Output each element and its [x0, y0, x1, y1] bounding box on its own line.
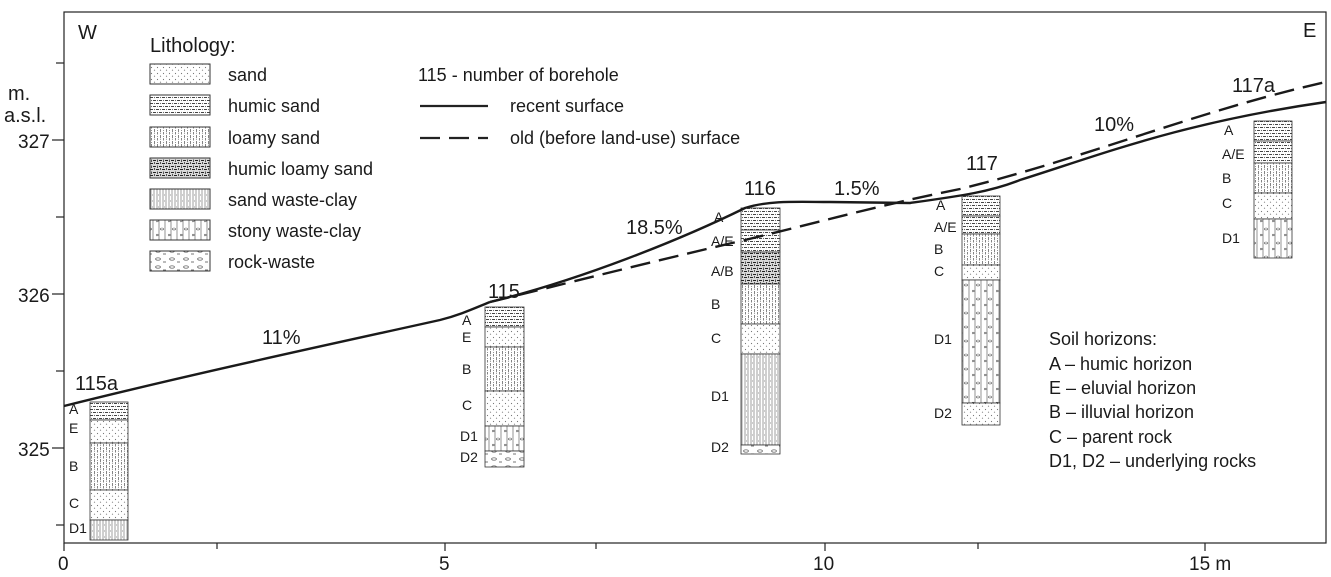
hz-117-B: B: [934, 241, 943, 257]
hz-116-A: A: [714, 209, 724, 225]
swatch-humic-sand: [149, 94, 211, 116]
borehole-label-117: 117: [966, 153, 998, 175]
soil-horizons-title: Soil horizons:: [1049, 329, 1157, 349]
recent-surface-east: [489, 100, 1327, 304]
swatch-loamy-sand: [149, 126, 211, 148]
borehole-117a: 117a A A/E B C D1: [1222, 75, 1293, 259]
hz-115a-D1: D1: [69, 520, 87, 536]
hz-117a-AE: A/E: [1222, 146, 1245, 162]
hz-116-B: B: [711, 296, 720, 312]
legend-humic-sand: humic sand: [228, 96, 320, 116]
soil-horizon-D: D1, D2 – underlying rocks: [1049, 451, 1256, 471]
hz-115a-C: C: [69, 495, 79, 511]
hz-117-A: A: [936, 197, 946, 213]
y-axis-ticks: [52, 62, 64, 526]
east-label: E: [1303, 20, 1316, 42]
y-tick-327: 327: [18, 132, 50, 153]
swatch-sand-waste-clay: [149, 188, 211, 210]
x-tick-5: 5: [439, 554, 450, 572]
hz-117a-D1: D1: [1222, 230, 1240, 246]
hz-116-C: C: [711, 330, 721, 346]
plot-frame: [63, 11, 1327, 544]
legend-sand-waste-clay: sand waste-clay: [228, 190, 357, 210]
west-label: W: [78, 22, 97, 44]
legend-humic-loamy-sand: humic loamy sand: [228, 159, 373, 179]
hz-116-D2: D2: [711, 439, 729, 455]
soil-horizons-legend: Soil horizons: A – humic horizon E – elu…: [1049, 329, 1256, 471]
y-unit-line1: m.: [8, 83, 30, 105]
hz-116-AB: A/B: [711, 263, 734, 279]
swatch-sand: [149, 63, 211, 85]
borehole-115a: 115a A E B C D1: [69, 373, 129, 541]
hz-117a-B: B: [1222, 170, 1231, 186]
y-tick-326: 326: [18, 286, 50, 307]
hz-115-A: A: [462, 312, 472, 328]
legend-sand: sand: [228, 65, 267, 85]
swatch-stony-waste-clay: [149, 219, 211, 241]
old-surface-line: [489, 80, 1327, 304]
borehole-note: 115 - number of borehole: [418, 65, 619, 85]
soil-horizon-B: B – illuvial horizon: [1049, 402, 1194, 422]
hz-116-D1: D1: [711, 388, 729, 404]
slope-10: 10%: [1094, 114, 1134, 136]
hz-115-E: E: [462, 329, 471, 345]
y-unit-line2: a.s.l.: [4, 105, 46, 127]
hz-117-AE: A/E: [934, 219, 957, 235]
swatch-rock-waste: [149, 250, 211, 272]
hz-117-D1: D1: [934, 331, 952, 347]
surface-key: 115 - number of borehole recent surface …: [418, 65, 740, 148]
legend-loamy-sand: loamy sand: [228, 128, 320, 148]
recent-surface-west: [63, 300, 491, 408]
slope-18-5: 18.5%: [626, 217, 683, 239]
x-tick-15: 15 m: [1189, 554, 1231, 572]
hz-115-D2: D2: [460, 449, 478, 465]
y-tick-325: 325: [18, 440, 50, 461]
hz-117a-A: A: [1224, 122, 1234, 138]
x-tick-10: 10: [813, 554, 834, 572]
hz-117-D2: D2: [934, 405, 952, 421]
hz-116-AE: A/E: [711, 233, 734, 249]
hz-115-B: B: [462, 361, 471, 377]
soil-horizon-E: E – eluvial horizon: [1049, 378, 1196, 398]
legend-rock-waste: rock-waste: [228, 252, 315, 272]
hz-115a-B: B: [69, 458, 78, 474]
x-axis-ticks: [63, 543, 1206, 551]
x-tick-0: 0: [58, 554, 69, 572]
hz-117-C: C: [934, 263, 944, 279]
legend-stony-waste-clay: stony waste-clay: [228, 221, 361, 241]
soil-horizon-A: A – humic horizon: [1049, 354, 1192, 374]
hz-115-C: C: [462, 397, 472, 413]
borehole-115: 115 A E B C D1 D2: [460, 281, 525, 468]
soil-horizon-C: C – parent rock: [1049, 427, 1173, 447]
borehole-label-116: 116: [744, 178, 776, 200]
hz-117a-C: C: [1222, 195, 1232, 211]
hz-115-D1: D1: [460, 428, 478, 444]
borehole-117: 117 A A/E B C D1 D2: [934, 153, 1001, 426]
borehole-label-117a: 117a: [1232, 75, 1276, 97]
swatch-humic-loamy-sand: [149, 157, 211, 179]
lithology-legend: sand humic sand loamy sand humic loamy s…: [149, 63, 373, 272]
borehole-116: 116 A A/E A/B B C D1 D2: [711, 178, 781, 455]
slope-1-5: 1.5%: [834, 178, 880, 200]
hz-115a-A: A: [69, 401, 79, 417]
key-recent-label: recent surface: [510, 96, 624, 116]
slope-11: 11%: [262, 327, 301, 349]
lithology-title: Lithology:: [150, 35, 236, 57]
borehole-label-115a: 115a: [75, 373, 119, 395]
hz-115a-E: E: [69, 420, 78, 436]
key-old-label: old (before land-use) surface: [510, 128, 740, 148]
